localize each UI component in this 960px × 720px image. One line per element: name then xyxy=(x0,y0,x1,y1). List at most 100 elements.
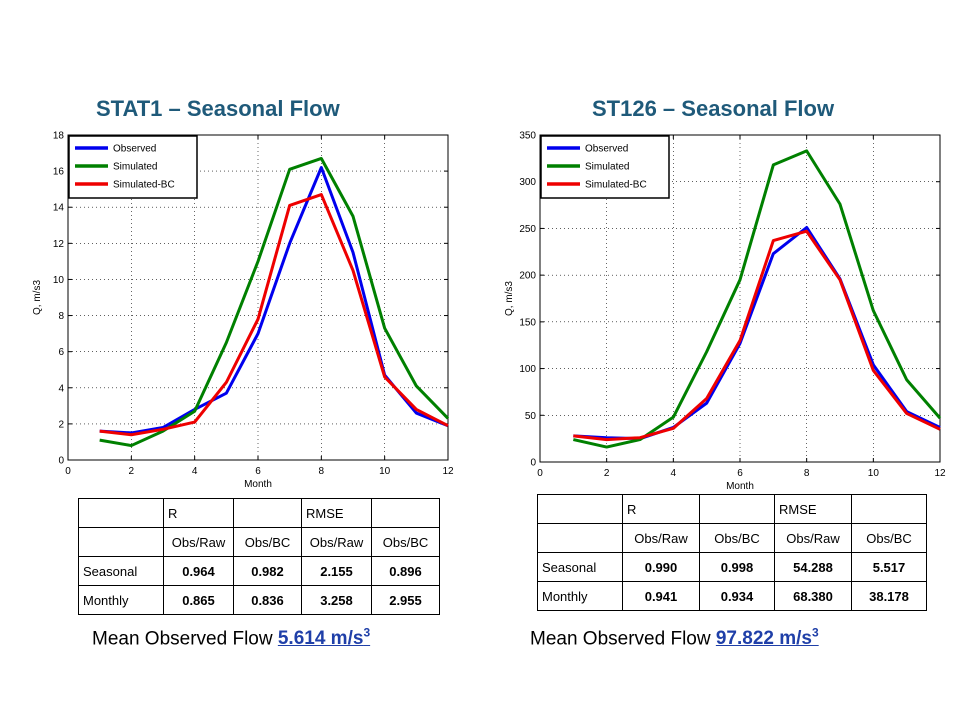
table-cell: 0.836 xyxy=(233,585,302,615)
right-mean-flow: Mean Observed Flow 97.822 m/s3 xyxy=(530,626,819,650)
x-tick-label: 12 xyxy=(442,466,454,477)
chart-legend: Observed Simulated Simulated-BC xyxy=(68,135,198,199)
table-cell: 5.517 xyxy=(851,552,927,582)
mean-flow-exponent: 3 xyxy=(363,626,371,640)
table-row-label: Monthly xyxy=(537,581,623,611)
y-tick-label: 4 xyxy=(58,383,64,394)
table-empty-cell xyxy=(851,494,927,524)
legend-label: Simulated xyxy=(113,162,157,173)
x-tick-label: 10 xyxy=(379,466,391,477)
mean-flow-label: Mean Observed Flow xyxy=(530,628,711,650)
left-chart-title: STAT1 – Seasonal Flow xyxy=(96,96,340,121)
x-tick-label: 6 xyxy=(737,468,743,479)
table-empty-cell xyxy=(233,498,302,528)
right-chart-title: ST126 – Seasonal Flow xyxy=(592,96,835,121)
table-row-label: Monthly xyxy=(78,585,164,615)
x-tick-label: 2 xyxy=(604,468,610,479)
table-cell: 0.990 xyxy=(622,552,700,582)
x-tick-label: 4 xyxy=(671,468,677,479)
table-corner-cell xyxy=(78,498,164,528)
table-cell: 0.982 xyxy=(233,556,302,586)
y-tick-label: 14 xyxy=(53,203,65,214)
table-subheader: Obs/BC xyxy=(233,527,302,557)
y-tick-label: 250 xyxy=(519,224,536,235)
table-subheader-row: Obs/Raw Obs/BC Obs/Raw Obs/BC xyxy=(537,523,927,553)
mean-flow-value: 5.614 m/s3 xyxy=(277,626,371,650)
mean-flow-value: 97.822 m/s3 xyxy=(715,626,819,650)
y-tick-label: 0 xyxy=(530,458,536,469)
table-group-header-rmse: RMSE xyxy=(774,494,852,524)
x-axis-label: Month xyxy=(244,479,272,490)
table-cell: 0.896 xyxy=(371,556,440,586)
x-tick-label: 2 xyxy=(129,466,135,477)
series-line-simulated xyxy=(99,156,450,448)
series-line-observed xyxy=(99,166,449,435)
table-subheader: Obs/Raw xyxy=(774,523,852,553)
y-tick-label: 100 xyxy=(519,364,536,375)
legend-label: Simulated-BC xyxy=(113,180,175,191)
table-corner-cell xyxy=(537,494,623,524)
x-axis-label: Month xyxy=(726,481,754,492)
table-subheader: Obs/Raw xyxy=(163,527,234,557)
x-tick-label: 4 xyxy=(192,466,198,477)
y-axis-label: Q, m/s3 xyxy=(504,281,515,316)
table-group-header-r: R xyxy=(622,494,700,524)
table-row-label: Seasonal xyxy=(537,552,623,582)
legend-label: Observed xyxy=(585,144,628,155)
x-tick-label: 0 xyxy=(65,466,71,477)
table-cell: 0.941 xyxy=(622,581,700,611)
table-subheader: Obs/Raw xyxy=(622,523,700,553)
y-tick-label: 150 xyxy=(519,317,536,328)
series-line-simulated-bc xyxy=(573,229,941,442)
series-line-simulated-bc xyxy=(99,193,449,437)
table-empty-cell xyxy=(78,527,164,557)
table-cell: 38.178 xyxy=(851,581,927,611)
table-group-header-row: R RMSE xyxy=(537,494,927,524)
table-cell: 3.258 xyxy=(301,585,372,615)
y-tick-label: 18 xyxy=(53,131,65,142)
y-tick-label: 0 xyxy=(58,456,64,467)
mean-flow-exponent: 3 xyxy=(812,626,819,640)
table-row: Monthly 0.941 0.934 68.380 38.178 xyxy=(537,581,927,611)
y-axis-label: Q, m/s3 xyxy=(32,280,43,315)
y-tick-label: 10 xyxy=(53,275,65,286)
table-cell: 0.934 xyxy=(699,581,775,611)
mean-flow-number: 97.822 m/s xyxy=(715,628,812,650)
table-subheader: Obs/BC xyxy=(371,527,440,557)
table-group-header-rmse: RMSE xyxy=(301,498,372,528)
table-cell: 0.964 xyxy=(163,556,234,586)
legend-label: Observed xyxy=(113,144,156,155)
table-subheader: Obs/BC xyxy=(851,523,927,553)
table-empty-cell xyxy=(371,498,440,528)
table-cell: 0.865 xyxy=(163,585,234,615)
table-group-header-row: R RMSE xyxy=(78,498,440,528)
y-tick-label: 350 xyxy=(519,131,536,142)
table-empty-cell xyxy=(699,494,775,524)
table-cell: 2.155 xyxy=(301,556,372,586)
series-line-simulated xyxy=(573,149,942,449)
table-row: Seasonal 0.964 0.982 2.155 0.896 xyxy=(78,556,440,586)
left-mean-flow: Mean Observed Flow 5.614 m/s3 xyxy=(92,626,370,650)
right-stats-table: R RMSE Obs/Raw Obs/BC Obs/Raw Obs/BC Sea… xyxy=(537,494,927,611)
right-line-chart: 0 2 4 6 8 10 12 0 50 100 150 200 250 300 350 Month Q, m/… xyxy=(504,131,946,493)
chart-legend: Observed Simulated Simulated-BC xyxy=(540,135,670,199)
x-tick-label: 6 xyxy=(255,466,261,477)
x-tick-label: 8 xyxy=(319,466,325,477)
mean-flow-number: 5.614 m/s xyxy=(277,628,364,650)
table-cell: 68.380 xyxy=(774,581,852,611)
mean-flow-label: Mean Observed Flow xyxy=(92,628,273,650)
table-group-header-r: R xyxy=(163,498,234,528)
y-tick-label: 200 xyxy=(519,271,536,282)
y-tick-label: 50 xyxy=(525,411,537,422)
legend-label: Simulated xyxy=(585,162,629,173)
x-tick-label: 10 xyxy=(868,468,880,479)
table-row: Monthly 0.865 0.836 3.258 2.955 xyxy=(78,585,440,615)
table-subheader-row: Obs/Raw Obs/BC Obs/Raw Obs/BC xyxy=(78,527,440,557)
table-subheader: Obs/BC xyxy=(699,523,775,553)
table-cell: 2.955 xyxy=(371,585,440,615)
x-tick-label: 0 xyxy=(537,468,543,479)
y-tick-label: 300 xyxy=(519,177,536,188)
y-tick-label: 6 xyxy=(58,347,64,358)
x-tick-label: 8 xyxy=(804,468,810,479)
left-stats-table: R RMSE Obs/Raw Obs/BC Obs/Raw Obs/BC Sea… xyxy=(78,498,440,615)
